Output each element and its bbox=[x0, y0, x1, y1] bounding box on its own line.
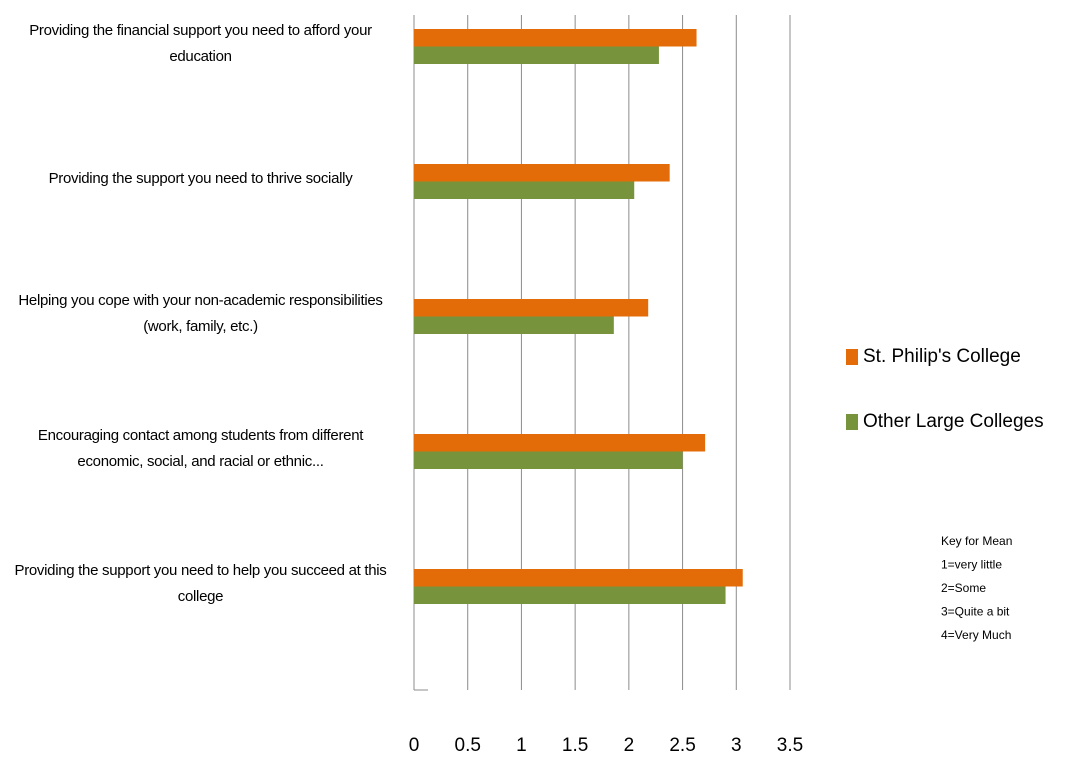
bar bbox=[414, 299, 649, 317]
legend-swatch bbox=[846, 349, 858, 365]
category-label: Providing the financial support you need… bbox=[29, 21, 372, 65]
x-tick-label: 3 bbox=[731, 735, 742, 756]
bar bbox=[414, 569, 743, 587]
bar bbox=[414, 586, 726, 604]
bar bbox=[414, 434, 706, 452]
key-text: 3=Quite a bit bbox=[941, 605, 1010, 619]
key-text: 4=Very Much bbox=[941, 628, 1011, 642]
x-tick-label: 2 bbox=[624, 735, 635, 756]
category-label: Providing the support you need to thrive… bbox=[48, 169, 353, 187]
legend-label: St. Philip's College bbox=[863, 346, 1021, 367]
bar bbox=[414, 29, 697, 47]
bar bbox=[414, 46, 659, 64]
bar bbox=[414, 181, 635, 199]
key-text: Key for Mean bbox=[941, 534, 1012, 548]
x-tick-label: 1.5 bbox=[562, 735, 588, 756]
x-tick-label: 2.5 bbox=[669, 735, 695, 756]
x-tick-label: 3.5 bbox=[777, 735, 803, 756]
category-label: Providing the support you need to help y… bbox=[14, 561, 387, 605]
legend-label: Other Large Colleges bbox=[863, 411, 1044, 432]
x-tick-label: 1 bbox=[516, 735, 527, 756]
bar bbox=[414, 164, 670, 182]
x-tick-label: 0.5 bbox=[455, 735, 481, 756]
legend-swatch bbox=[846, 414, 858, 430]
category-label: Encouraging contact among students from … bbox=[37, 426, 364, 470]
x-tick-label: 0 bbox=[409, 735, 420, 756]
bar bbox=[414, 451, 683, 469]
bar bbox=[414, 316, 614, 334]
category-label: Helping you cope with your non-academic … bbox=[18, 291, 383, 335]
key-text: 1=very little bbox=[941, 558, 1002, 572]
key-text: 2=Some bbox=[941, 581, 986, 595]
